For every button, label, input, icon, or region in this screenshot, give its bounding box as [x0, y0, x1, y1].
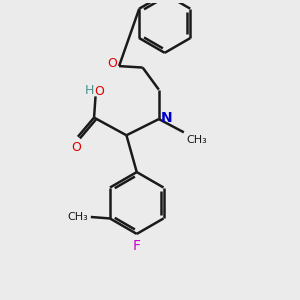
Text: CH₃: CH₃ — [68, 212, 88, 222]
Text: O: O — [94, 85, 104, 98]
Text: O: O — [71, 141, 81, 154]
Text: F: F — [133, 239, 141, 253]
Text: O: O — [108, 57, 118, 70]
Text: CH₃: CH₃ — [187, 135, 208, 145]
Text: N: N — [160, 111, 172, 124]
Text: H: H — [84, 84, 94, 97]
